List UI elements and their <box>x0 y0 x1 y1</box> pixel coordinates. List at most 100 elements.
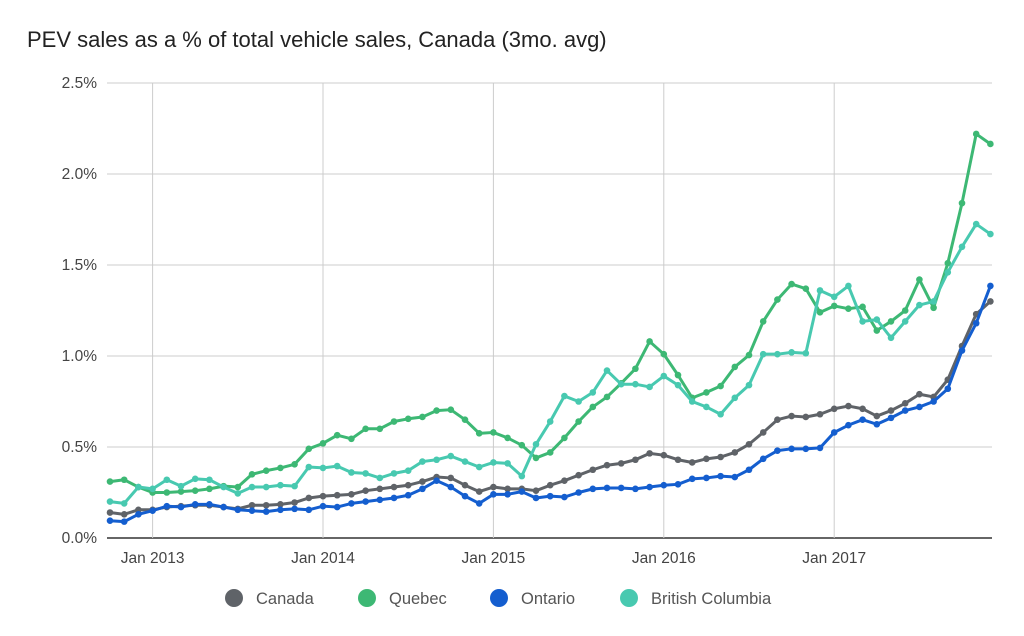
data-point <box>901 318 909 325</box>
data-point <box>745 381 753 389</box>
series-ontario <box>106 282 994 525</box>
data-point <box>646 483 653 491</box>
data-point <box>774 447 781 454</box>
data-point <box>546 449 554 456</box>
data-point <box>703 455 710 463</box>
data-point <box>859 416 866 424</box>
data-point <box>561 493 568 501</box>
data-point <box>390 418 398 425</box>
data-point <box>262 483 270 491</box>
data-point <box>632 365 639 373</box>
data-point <box>490 429 497 436</box>
data-point <box>546 481 554 489</box>
x-tick-label: Jan 2015 <box>462 550 526 567</box>
data-point <box>930 298 937 305</box>
data-point <box>234 506 242 514</box>
data-point <box>376 496 384 504</box>
data-point <box>703 403 710 411</box>
data-point <box>603 484 611 492</box>
data-point <box>163 476 171 484</box>
data-point <box>731 394 739 402</box>
data-point <box>447 452 455 460</box>
data-point <box>632 456 639 464</box>
data-point <box>390 494 398 502</box>
data-point <box>887 414 895 422</box>
data-point <box>646 338 653 345</box>
data-point <box>362 487 369 494</box>
data-point <box>617 460 625 467</box>
data-point <box>916 301 923 309</box>
data-point <box>859 318 866 325</box>
data-point <box>305 463 313 471</box>
data-point <box>404 467 412 474</box>
data-point <box>674 371 682 379</box>
data-point <box>603 393 611 401</box>
data-point <box>916 390 923 398</box>
data-point <box>461 458 469 465</box>
data-point <box>319 492 327 500</box>
data-point <box>149 507 156 514</box>
data-point <box>305 445 313 453</box>
y-tick-label: 2.0% <box>62 166 98 183</box>
data-point <box>688 459 696 466</box>
data-point <box>362 498 369 505</box>
data-point <box>830 429 838 436</box>
data-point <box>546 492 554 500</box>
data-point <box>901 407 909 414</box>
data-point <box>419 478 426 485</box>
legend-item: Canada <box>225 589 315 608</box>
series-group <box>106 130 994 525</box>
data-point <box>120 518 128 525</box>
data-point <box>135 506 142 514</box>
data-point <box>987 140 994 148</box>
data-point <box>745 466 753 474</box>
legend-marker-icon <box>490 589 508 607</box>
data-point <box>532 454 540 462</box>
data-point <box>575 471 582 479</box>
data-point <box>461 481 469 489</box>
data-point <box>731 473 739 481</box>
data-point <box>674 456 682 464</box>
data-point <box>504 491 511 498</box>
x-tick-label: Jan 2016 <box>632 550 696 567</box>
data-point <box>930 398 937 405</box>
data-point <box>987 298 994 305</box>
data-point <box>802 413 810 421</box>
data-point <box>972 220 980 228</box>
legend-marker-icon <box>225 589 243 607</box>
y-tick-label: 2.5% <box>62 75 98 92</box>
data-point <box>972 130 980 138</box>
data-point <box>873 316 881 323</box>
data-point <box>319 502 327 510</box>
series-british-columbia <box>106 220 994 507</box>
chart-title: PEV sales as a % of total vehicle sales,… <box>27 27 607 52</box>
data-point <box>887 334 895 342</box>
data-point <box>589 389 597 396</box>
data-point <box>319 440 327 447</box>
data-point <box>731 449 739 456</box>
legend-label: British Columbia <box>651 590 772 608</box>
data-point <box>987 282 994 290</box>
data-point <box>745 351 753 359</box>
data-point <box>561 477 568 484</box>
data-point <box>688 475 696 483</box>
data-point <box>504 434 511 442</box>
data-point <box>376 425 384 433</box>
data-point <box>376 474 384 482</box>
data-point <box>759 455 767 463</box>
series-quebec <box>106 130 994 496</box>
data-point <box>589 466 597 474</box>
data-point <box>106 498 114 505</box>
data-point <box>944 385 952 393</box>
legend-label: Canada <box>256 590 315 608</box>
data-point <box>149 485 156 493</box>
data-point <box>277 506 284 514</box>
data-point <box>674 481 682 488</box>
y-tick-label: 1.0% <box>62 348 98 365</box>
data-point <box>589 485 597 493</box>
data-point <box>291 482 298 490</box>
data-point <box>248 501 256 509</box>
data-point <box>774 416 781 424</box>
data-point <box>419 458 426 465</box>
